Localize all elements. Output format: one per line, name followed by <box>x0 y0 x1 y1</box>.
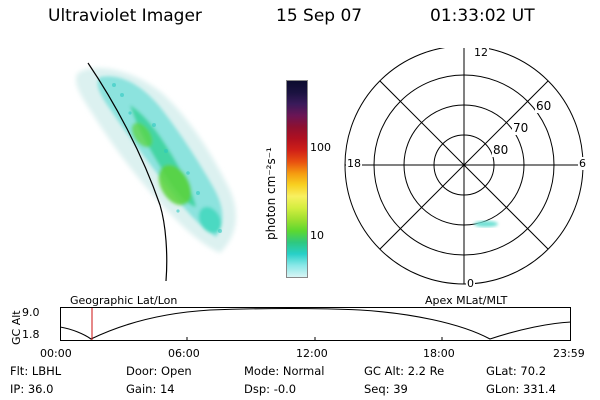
instrument-title: Ultraviolet Imager <box>48 6 202 26</box>
time-tick-1200: 12:00 <box>296 347 328 360</box>
altitude-plot <box>60 307 572 341</box>
mlat-label-80: 80 <box>492 143 510 157</box>
glon-info: GLon: 331.4 <box>486 382 556 396</box>
mlat-label-60: 60 <box>535 99 553 113</box>
geographic-label: Geographic Lat/Lon <box>70 294 178 307</box>
date-label: 15 Sep 07 <box>276 6 363 26</box>
mlt-label-6: 6 <box>578 157 587 170</box>
mlt-label-0: 0 <box>466 277 475 290</box>
polar-plot <box>344 48 584 285</box>
mlt-label-12: 12 <box>473 46 489 59</box>
seq-info: Seq: 39 <box>364 382 408 396</box>
colorbar <box>286 80 308 278</box>
mlt-label-18: 18 <box>346 157 362 170</box>
time-tick-2359: 23:59 <box>553 347 585 360</box>
colorbar-tick-10: 10 <box>310 229 324 242</box>
dsp-info: Dsp: -0.0 <box>244 382 297 396</box>
time-tick-0600: 06:00 <box>168 347 200 360</box>
gc-alt-info: GC Alt: 2.2 Re <box>364 364 445 378</box>
altitude-ytick-1-8: 1.8 <box>22 328 40 341</box>
door-info: Door: Open <box>126 364 192 378</box>
mode-info: Mode: Normal <box>244 364 325 378</box>
glat-info: GLat: 70.2 <box>486 364 547 378</box>
terminator-line <box>87 62 168 282</box>
altitude-curve <box>60 307 572 340</box>
time-label: 01:33:02 UT <box>430 6 535 26</box>
apex-label: Apex MLat/MLT <box>425 294 508 307</box>
colorbar-label: photon cm⁻²s⁻¹ <box>264 147 278 240</box>
filter-info: Flt: LBHL <box>10 364 62 378</box>
ip-info: IP: 36.0 <box>10 382 54 396</box>
geographic-auroral-image <box>75 62 236 282</box>
time-tick-0000: 00:00 <box>40 347 72 360</box>
colorbar-tick-100: 100 <box>310 141 331 154</box>
altitude-ytick-9: 9.0 <box>22 306 40 319</box>
gain-info: Gain: 14 <box>126 382 175 396</box>
time-tick-1800: 18:00 <box>423 347 455 360</box>
mlat-label-70: 70 <box>512 121 530 135</box>
